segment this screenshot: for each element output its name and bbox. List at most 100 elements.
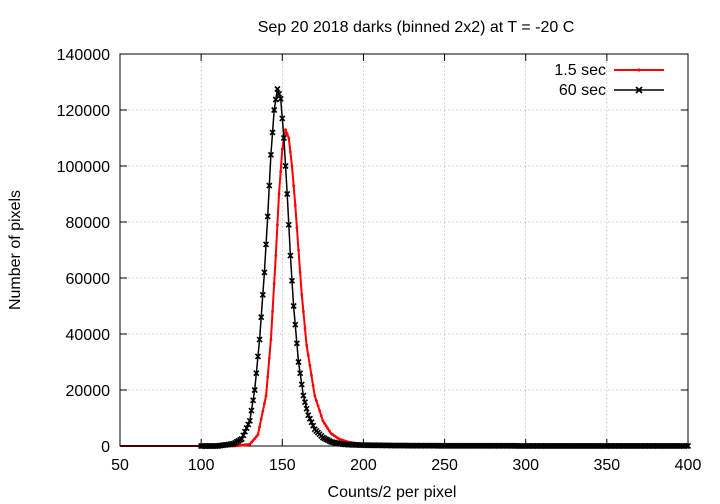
data-point	[280, 147, 284, 151]
data-point	[301, 399, 309, 406]
chart-title: Sep 20 2018 darks (binned 2x2) at T = -2…	[258, 19, 575, 36]
data-point	[285, 221, 292, 228]
data-point	[263, 402, 266, 405]
data-point	[258, 314, 265, 321]
data-point	[276, 223, 279, 227]
data-point	[264, 213, 271, 220]
series-black	[120, 85, 692, 450]
data-point	[303, 327, 307, 330]
data-point	[284, 128, 287, 132]
grid-lines	[120, 54, 688, 446]
y-tick-label: 80000	[66, 215, 111, 232]
legend: 1.5 sec 60 sec	[554, 62, 664, 99]
data-point	[318, 409, 322, 413]
data-point	[308, 419, 315, 426]
x-tick-label: 300	[512, 457, 539, 474]
data-point	[297, 248, 300, 252]
data-point	[305, 343, 309, 347]
data-point	[303, 405, 310, 412]
x-tick-label: 150	[269, 457, 296, 474]
data-point	[295, 226, 299, 230]
data-point	[269, 129, 276, 136]
y-tick-label: 40000	[66, 327, 111, 344]
data-point	[266, 182, 273, 189]
data-point	[251, 386, 258, 394]
data-point	[272, 96, 279, 103]
series-line	[120, 128, 689, 447]
data-point	[290, 164, 294, 168]
data-point	[293, 203, 297, 207]
data-point	[272, 282, 276, 285]
data-point	[240, 432, 247, 439]
data-point	[290, 302, 297, 310]
data-point	[319, 414, 323, 418]
data-point	[271, 106, 278, 114]
data-point	[258, 425, 261, 429]
data-point	[253, 370, 260, 377]
data-point	[284, 190, 291, 198]
y-tick-label: 0	[101, 439, 110, 456]
data-point	[261, 269, 268, 276]
data-point	[285, 132, 289, 136]
data-point	[308, 363, 312, 367]
axis-ticks: 50 100 150 200 250 300 350 400 0 20000 40000 60000 8…	[57, 47, 702, 474]
data-point	[683, 442, 690, 450]
data-point	[251, 439, 255, 442]
data-point	[277, 95, 284, 102]
data-point	[279, 170, 283, 174]
data-point	[324, 424, 328, 428]
data-point	[684, 442, 692, 450]
data-point	[306, 415, 313, 422]
series-layer	[120, 85, 692, 450]
legend-marker	[635, 86, 643, 94]
plot-frame	[119, 53, 689, 447]
data-point	[266, 375, 270, 379]
x-tick-label: 350	[594, 457, 621, 474]
legend-label: 60 sec	[559, 82, 606, 99]
x-tick-label: 100	[188, 457, 215, 474]
data-point	[310, 422, 317, 429]
y-axis-label: Number of pixels	[7, 190, 24, 310]
data-point	[259, 417, 263, 421]
data-point	[277, 192, 281, 196]
data-point	[261, 409, 265, 413]
data-point	[245, 421, 252, 428]
y-tick-label: 60000	[66, 271, 111, 288]
x-axis-label: Counts/2 per pixel	[328, 484, 457, 501]
data-point	[295, 358, 302, 366]
x-tick-label: 200	[350, 457, 377, 474]
legend-marker	[637, 68, 641, 72]
data-point	[274, 85, 281, 93]
data-point	[259, 291, 266, 298]
data-point	[301, 310, 305, 313]
series-red	[120, 128, 690, 448]
data-point	[269, 338, 273, 341]
data-point	[248, 442, 252, 446]
legend-label: 1.5 sec	[554, 62, 606, 79]
data-point	[289, 150, 292, 154]
data-point	[305, 412, 312, 419]
data-point	[250, 397, 257, 404]
y-tick-label: 120000	[57, 103, 110, 120]
data-point	[271, 310, 274, 313]
data-point	[279, 115, 286, 122]
data-point	[306, 353, 310, 357]
x-tick-label: 400	[675, 457, 702, 474]
data-point	[267, 151, 274, 158]
data-point	[253, 437, 257, 441]
data-point	[256, 336, 263, 343]
data-point	[264, 394, 268, 397]
data-point	[238, 435, 245, 443]
data-point	[262, 241, 270, 248]
data-point	[287, 136, 291, 140]
y-tick-label: 140000	[57, 47, 110, 64]
data-point	[256, 433, 260, 437]
data-point	[314, 399, 318, 403]
data-point	[246, 417, 253, 424]
data-point	[287, 252, 294, 259]
x-tick-label: 50	[111, 457, 129, 474]
data-point	[280, 134, 287, 142]
x-tick-label: 250	[431, 457, 458, 474]
data-point	[241, 428, 249, 435]
